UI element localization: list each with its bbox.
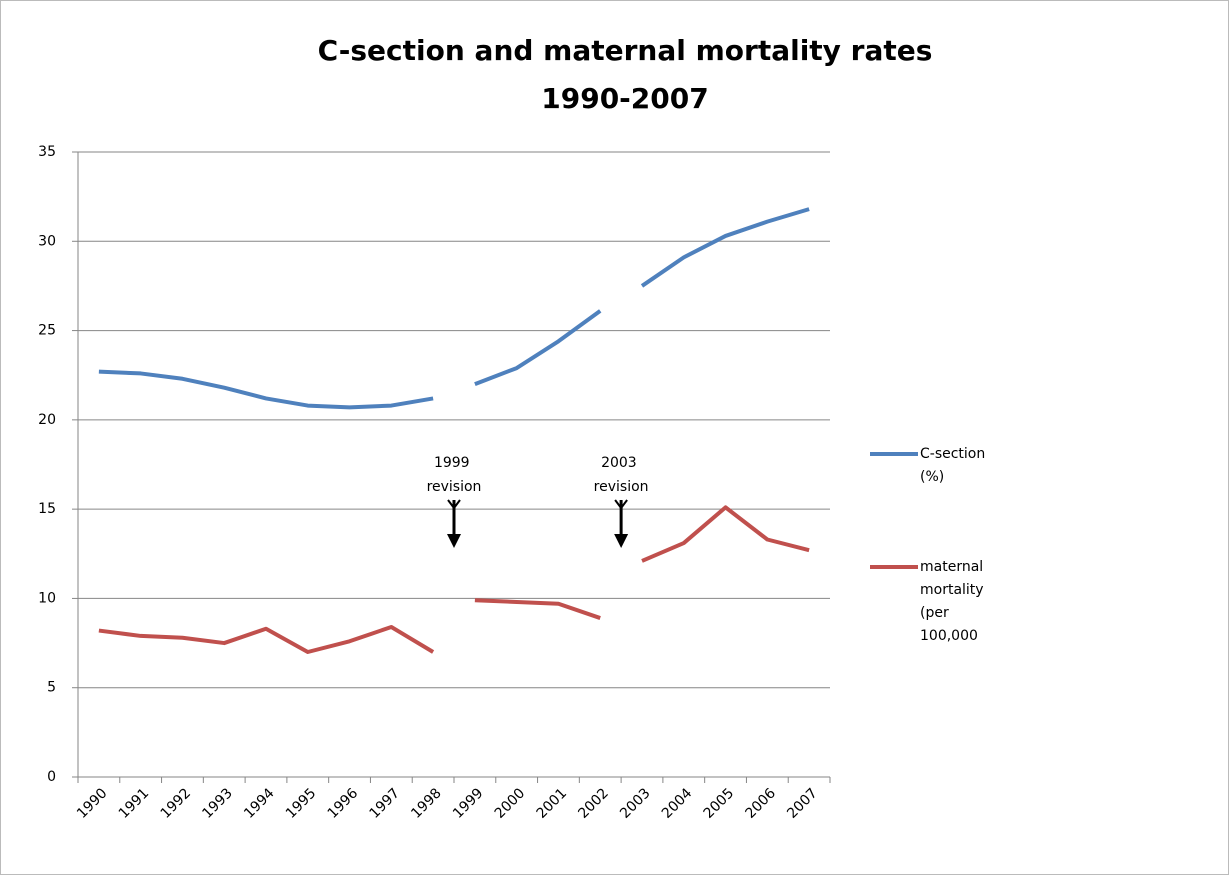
- y-tick-label: 35: [38, 144, 56, 160]
- chart-title: 1990-2007: [541, 82, 708, 115]
- y-tick-label: 25: [38, 323, 56, 339]
- annotation-arrowhead: [447, 534, 461, 548]
- y-tick-label: 30: [38, 233, 56, 249]
- legend-label: maternal mortality (per 100,000: [920, 559, 988, 644]
- annotation-arrowtail: [447, 499, 461, 510]
- series-line: [98, 505, 810, 654]
- y-tick-label: 10: [38, 590, 56, 606]
- series-line: [98, 207, 810, 410]
- annotation: 1999 revision: [427, 455, 482, 495]
- chart-title: C-section and maternal mortality rates: [318, 34, 933, 67]
- annotation: 2003 revision: [594, 455, 649, 495]
- y-tick-label: 0: [47, 769, 56, 785]
- annotation-arrowhead: [614, 534, 629, 548]
- y-tick-label: 20: [38, 412, 56, 428]
- y-tick-label: 5: [47, 680, 56, 696]
- legend-label: C-section (%): [920, 446, 990, 485]
- annotation-arrowtail: [614, 499, 628, 510]
- y-tick-label: 15: [38, 501, 56, 517]
